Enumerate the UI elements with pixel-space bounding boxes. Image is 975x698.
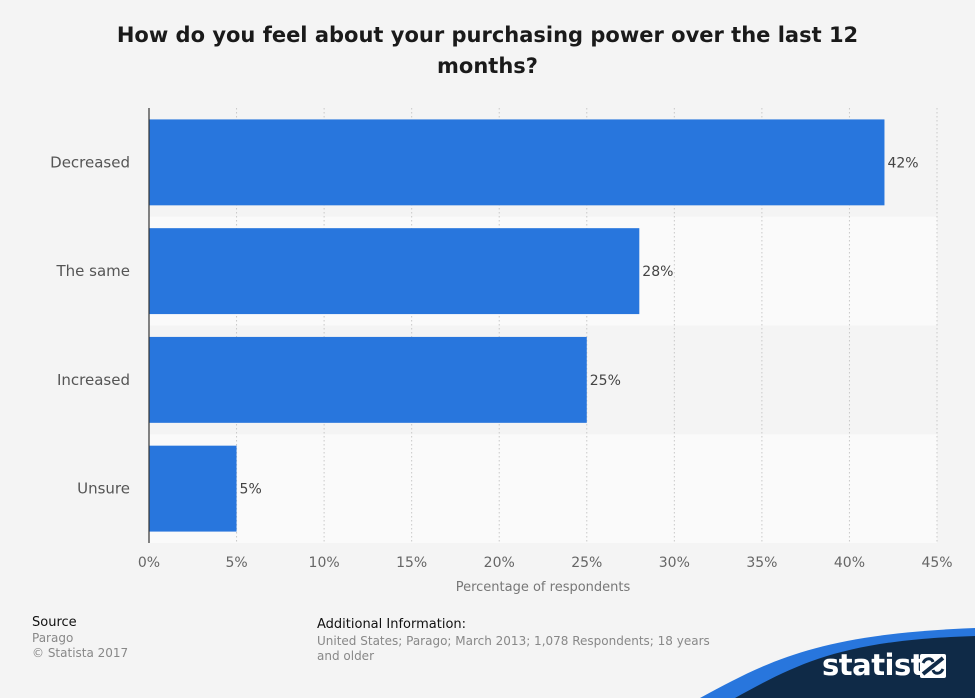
copyright-text: © Statista 2017 [32,646,129,660]
x-tick-label: 5% [225,555,247,571]
source-block: Source Parago © Statista 2017 [32,615,128,661]
x-tick-label: 20% [484,555,515,571]
category-label: The same [55,262,130,280]
x-tick-label: 30% [659,555,690,571]
bars [149,119,885,532]
x-tick-label: 0% [138,555,160,571]
data-label: 28% [642,264,673,280]
data-label: 42% [887,155,918,171]
x-tick-label: 15% [396,555,427,571]
bar[interactable] [149,119,885,206]
chart-title: How do you feel about your purchasing po… [116,23,859,78]
data-label: 25% [590,373,621,389]
statista-logo-icon [920,654,946,678]
value-labels: 42% 28% 25% 5% [240,155,919,497]
brand-swoosh-dark [735,636,975,698]
additional-info-block: Additional Information: United States; P… [317,617,717,664]
x-tick-label: 45% [921,555,952,571]
category-label: Increased [57,371,130,389]
category-labels: Decreased The same Increased Unsure [50,153,130,497]
additional-info-text: United States; Parago; March 2013; 1,078… [317,634,710,663]
source-name: Parago [32,631,74,645]
data-label: 5% [240,482,262,498]
category-label: Unsure [77,480,130,498]
category-label: Decreased [50,153,130,171]
bar[interactable] [149,445,237,532]
x-tick-label: 25% [571,555,602,571]
x-tick-label: 10% [309,555,340,571]
additional-info-header: Additional Information: [317,617,467,632]
bar[interactable] [149,228,640,315]
bar-chart: 42% 28% 25% 5% Decreased The same Increased Un… [50,108,953,595]
x-tick-label: 40% [834,555,865,571]
x-tick-labels: 0% 5% 10% 15% 20% 25% 30% 35% 40% 45% [138,555,953,571]
x-axis-label: Percentage of respondents [456,580,631,595]
bar[interactable] [149,336,587,423]
source-header: Source [32,615,77,630]
x-tick-label: 35% [746,555,777,571]
row-band [149,434,937,543]
